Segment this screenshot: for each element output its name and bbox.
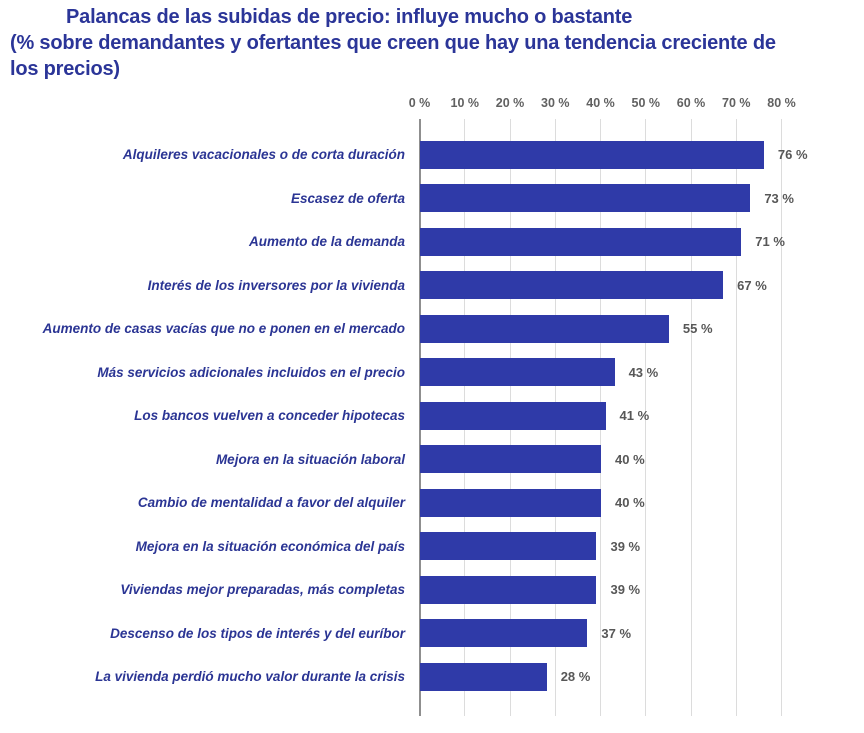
bar: [420, 401, 606, 430]
bar: [420, 314, 669, 343]
category-label: Mejora en la situación económica del paí…: [135, 538, 405, 554]
bar: [420, 445, 601, 474]
bar-row: Mejora en la situación laboral 40 %: [0, 438, 864, 482]
category-label: Alquileres vacacionales o de corta durac…: [122, 147, 405, 163]
bar: [420, 227, 742, 256]
value-label: 76 %: [777, 147, 808, 163]
bar-row: Aumento de la demanda 71 %: [0, 220, 864, 264]
bar: [420, 358, 615, 387]
value-label: 41 %: [619, 408, 650, 424]
bar-row: Descenso de los tipos de interés y del e…: [0, 612, 864, 656]
bar: [420, 662, 547, 691]
gridline: [690, 119, 692, 716]
bar-row: Interés de los inversores por la viviend…: [0, 264, 864, 308]
category-label: Viviendas mejor preparadas, más completa…: [120, 582, 405, 598]
bar-row: Alquileres vacacionales o de corta durac…: [0, 133, 864, 177]
bar-rows: Alquileres vacacionales o de corta durac…: [0, 133, 864, 699]
x-axis-tick-label: 30 %: [541, 96, 570, 110]
x-axis-tick-label: 60 %: [676, 96, 706, 110]
chart-title-line1: Palancas de las subidas de precio: influ…: [66, 6, 633, 28]
chart-title-line2: (% sobre demandantes y ofertantes que cr…: [10, 32, 776, 54]
gridline: [781, 119, 782, 716]
x-axis-tick-label: 50 %: [631, 96, 661, 110]
x-axis-tick-label: 70 %: [722, 96, 751, 110]
value-label: 55 %: [682, 321, 713, 337]
value-label: 71 %: [755, 234, 785, 250]
category-label: Descenso de los tipos de interés y del e…: [110, 625, 405, 641]
bar-row: Escasez de oferta 73 %: [0, 177, 864, 221]
bar-row: Aumento de casas vacías que no e ponen e…: [0, 307, 864, 351]
bar: [420, 532, 597, 561]
bar: [420, 575, 597, 604]
value-label: 37 %: [601, 625, 632, 641]
bar: [420, 184, 751, 213]
value-label: 39 %: [610, 538, 641, 554]
category-label: Los bancos vuelven a conceder hipotecas: [134, 408, 405, 424]
category-label: Aumento de la demanda: [248, 234, 405, 250]
category-label: Escasez de oferta: [290, 190, 405, 206]
x-axis-tick-label: 10 %: [450, 96, 480, 110]
bar: [420, 271, 724, 300]
bar-row: Cambio de mentalidad a favor del alquile…: [0, 481, 864, 525]
bar: [420, 619, 588, 648]
value-label: 73 %: [764, 190, 794, 206]
category-label: Aumento de casas vacías que no e ponen e…: [42, 321, 405, 337]
category-label: Mejora en la situación laboral: [215, 451, 405, 467]
category-label: Más servicios adicionales incluidos en e…: [97, 364, 405, 380]
x-axis-tick-label: 0 %: [408, 96, 431, 110]
chart-title-line3: los precios): [10, 58, 120, 80]
value-label: 43 %: [628, 364, 659, 380]
category-label: Interés de los inversores por la viviend…: [147, 277, 405, 293]
value-label: 39 %: [610, 582, 641, 598]
x-axis-tick-label: 80 %: [767, 96, 796, 110]
chart-title: Palancas de las subidas de precio: influ…: [10, 4, 856, 82]
bar: [420, 488, 601, 517]
gridline: [645, 119, 647, 716]
bar-row: Los bancos vuelven a conceder hipotecas 4…: [0, 394, 864, 438]
category-label: Cambio de mentalidad a favor del alquile…: [137, 495, 405, 511]
value-label: 40 %: [615, 451, 645, 467]
bar-row: Mejora en la situación económica del paí…: [0, 525, 864, 569]
bar-row: Más servicios adicionales incluidos en e…: [0, 351, 864, 395]
x-axis-tick-label: 20 %: [495, 96, 525, 110]
bar-row: La vivienda perdió mucho valor durante l…: [0, 655, 864, 699]
value-label: 40 %: [615, 495, 645, 511]
value-label: 28 %: [560, 669, 591, 685]
bar-row: Viviendas mejor preparadas, más completa…: [0, 568, 864, 612]
gridline: [735, 119, 737, 716]
category-label: La vivienda perdió mucho valor durante l…: [95, 669, 405, 685]
y-axis-line: [418, 119, 421, 716]
bar: [420, 140, 764, 169]
value-label: 67 %: [737, 277, 767, 293]
x-axis-tick-label: 40 %: [586, 96, 615, 110]
